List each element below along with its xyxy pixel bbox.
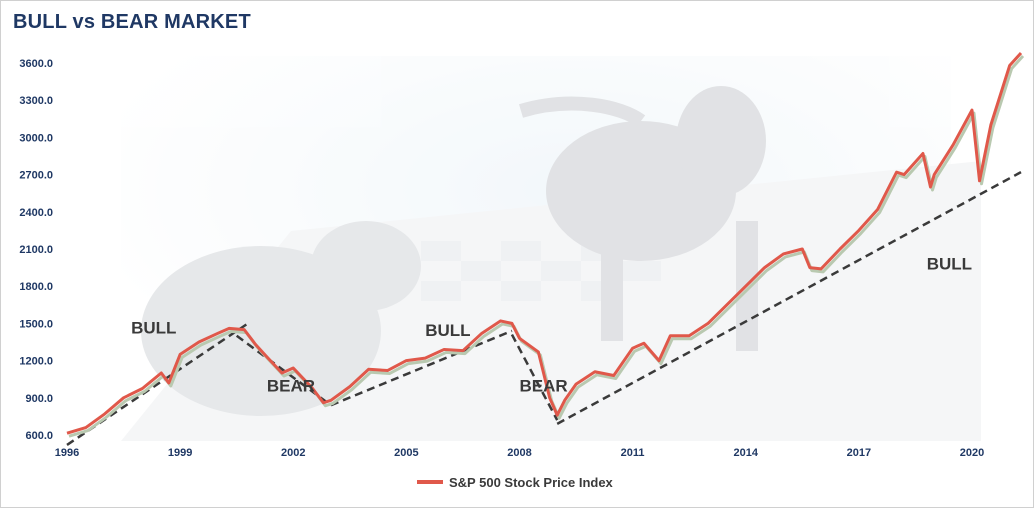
x-tick-label: 2008 [507, 447, 531, 459]
phase-label-bull: BULL [927, 254, 972, 273]
x-tick-label: 2002 [281, 447, 305, 459]
y-tick-label: 3000.0 [19, 132, 53, 144]
x-tick-label: 2017 [847, 447, 871, 459]
bear-silhouette [141, 221, 421, 416]
trend-line-bull [330, 329, 513, 407]
y-tick-label: 600.0 [25, 430, 53, 442]
phase-label-bull: BULL [131, 318, 176, 337]
y-tick-label: 1500.0 [19, 318, 53, 330]
x-tick-label: 2020 [960, 447, 984, 459]
trend-line-bull [66, 322, 249, 446]
series-line-sp500 [66, 51, 1023, 435]
phase-labels: BULL BEAR BULL BEAR BULL [131, 254, 972, 395]
background-art [121, 56, 981, 441]
y-tick-label: 3300.0 [19, 95, 53, 107]
y-tick-label: 2400.0 [19, 207, 53, 219]
x-tick-label: 2014 [733, 447, 758, 459]
y-axis: 600.0 900.0 1200.0 1500.0 1800.0 2100.0 2400.0… [19, 58, 53, 442]
legend-swatch [417, 480, 443, 484]
x-tick-label: 1996 [55, 447, 79, 459]
x-tick-label: 2011 [621, 447, 645, 459]
chart-title: BULL vs BEAR MARKET [13, 11, 251, 33]
trend-line-bear [510, 333, 559, 421]
phase-label-bull: BULL [425, 321, 470, 340]
trend-line-bull [556, 171, 1022, 425]
legend: S&P 500 Stock Price Index [417, 473, 613, 491]
phase-label-bear: BEAR [267, 377, 315, 396]
legend-label: S&P 500 Stock Price Index [449, 474, 613, 490]
bull-silhouette [518, 86, 766, 351]
y-tick-label: 1200.0 [19, 356, 53, 368]
y-tick-label: 900.0 [25, 393, 53, 405]
x-tick-label: 2005 [394, 447, 418, 459]
series-lines [66, 51, 1025, 438]
phase-label-bear: BEAR [519, 377, 567, 396]
y-tick-label: 2100.0 [19, 244, 53, 256]
y-tick-label: 1800.0 [19, 281, 53, 293]
x-tick-label: 1999 [168, 447, 192, 459]
y-tick-label: 2700.0 [19, 170, 53, 182]
y-tick-label: 3600.0 [19, 58, 53, 70]
x-axis: 1996 1999 2002 2005 2008 2011 2014 2017 2020 [55, 447, 984, 459]
